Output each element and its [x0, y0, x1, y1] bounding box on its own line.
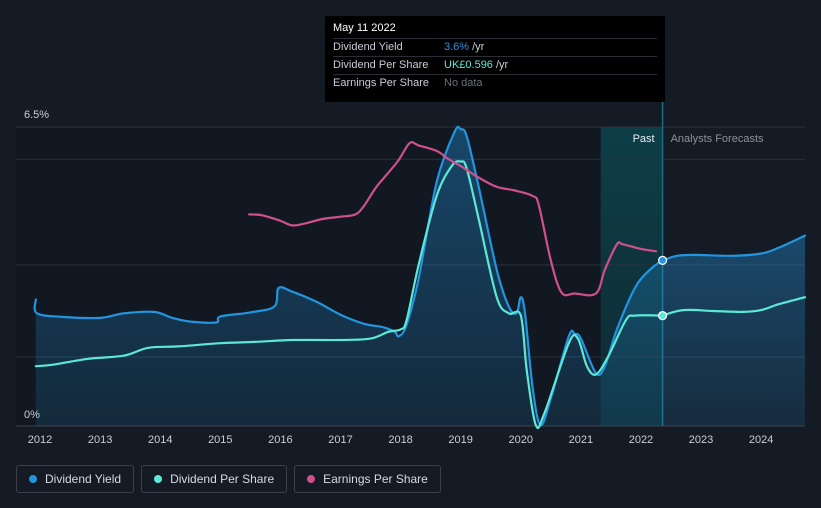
- legend-label: Earnings Per Share: [323, 472, 428, 486]
- series-line: [248, 141, 658, 297]
- tooltip-value: 3.6%: [444, 41, 470, 53]
- past-label: Past: [633, 133, 655, 145]
- legend-dot-icon: [29, 475, 37, 483]
- x-tick-label: 2015: [208, 434, 232, 446]
- x-tick-label: 2018: [388, 434, 412, 446]
- tooltip-date: May 11 2022: [333, 22, 396, 34]
- tooltip-label: Dividend Per Share: [333, 59, 429, 71]
- cursor-marker: [657, 311, 668, 321]
- tooltip-value: No data: [444, 77, 483, 89]
- tooltip-row-dividend-per-share: Dividend Per Share UK£0.596 /yr: [333, 56, 657, 74]
- series-line: [661, 296, 807, 317]
- legend-label: Dividend Yield: [45, 472, 122, 486]
- x-tick-label: 2019: [448, 434, 472, 446]
- tooltip-unit: /yr: [495, 59, 509, 71]
- tooltip-label: Earnings Per Share: [333, 77, 429, 89]
- y-tick-label: 6.5%: [24, 109, 49, 121]
- legend-dividend-per-share[interactable]: Dividend Per Share: [141, 465, 288, 493]
- legend-label: Dividend Per Share: [170, 472, 275, 486]
- x-tick-label: 2020: [509, 434, 533, 446]
- series-line: [33, 125, 664, 427]
- x-tick-label: 2021: [569, 434, 593, 446]
- x-tick-label: 2013: [88, 434, 112, 446]
- tooltip-label: Dividend Yield: [333, 41, 403, 53]
- tooltip: May 11 2022 Dividend Yield 3.6% /yr Divi…: [325, 16, 665, 102]
- legend-dividend-yield[interactable]: Dividend Yield: [16, 465, 135, 493]
- x-tick-label: 2012: [28, 434, 52, 446]
- x-tick-label: 2024: [749, 434, 773, 446]
- y-tick-label: 0%: [24, 409, 40, 421]
- x-tick-label: 2023: [689, 434, 713, 446]
- series-area: [34, 126, 663, 426]
- x-tick-label: 2022: [629, 434, 653, 446]
- forecast-label: Analysts Forecasts: [671, 133, 764, 145]
- legend-dot-icon: [307, 475, 316, 483]
- tooltip-row-dividend-yield: Dividend Yield 3.6% /yr: [333, 38, 657, 56]
- series-area: [662, 235, 805, 426]
- series-line: [661, 234, 807, 262]
- tooltip-row-earnings-per-share: Earnings Per Share No data: [333, 74, 657, 92]
- cursor-marker: [657, 255, 668, 265]
- legend-earnings-per-share[interactable]: Earnings Per Share: [294, 465, 441, 493]
- series-line: [34, 160, 664, 430]
- tooltip-value: UK£0.596: [444, 59, 493, 71]
- x-tick-label: 2017: [328, 434, 352, 446]
- legend: Dividend Yield Dividend Per Share Earnin…: [16, 465, 441, 493]
- x-tick-label: 2016: [268, 434, 292, 446]
- x-tick-label: 2014: [148, 434, 172, 446]
- legend-dot-icon: [154, 475, 163, 483]
- tooltip-unit: /yr: [472, 41, 485, 53]
